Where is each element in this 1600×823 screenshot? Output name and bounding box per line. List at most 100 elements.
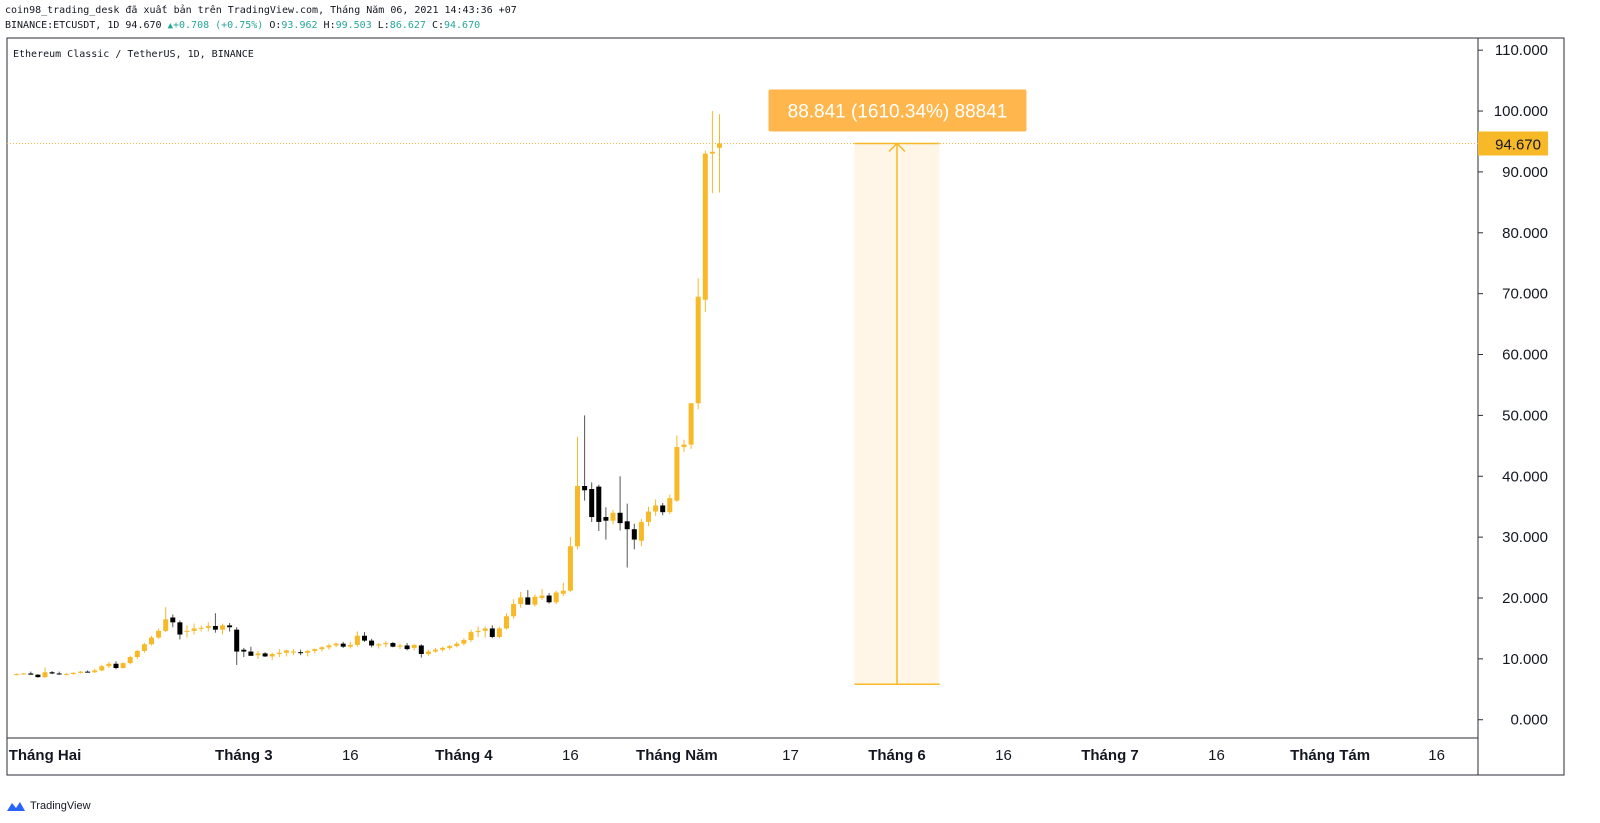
candle-body xyxy=(70,672,76,675)
candle-body xyxy=(638,521,644,541)
candle-body xyxy=(305,650,311,653)
price-tick-label: 70.000 xyxy=(1502,286,1548,303)
measure-label-box xyxy=(768,89,1027,132)
last-price-tag xyxy=(1478,131,1548,156)
last-price-label: 94.670 xyxy=(1495,136,1541,153)
candle-body xyxy=(411,644,417,648)
candle-body xyxy=(603,517,609,521)
measure-arrow-head xyxy=(888,142,906,153)
candle-body xyxy=(63,674,69,676)
time-tick-label: 17 xyxy=(782,747,799,764)
candle-body xyxy=(212,626,218,630)
candle-body xyxy=(525,597,531,605)
time-axis-labels: Tháng Hai Tháng 3 16 Tháng 4 16 Tháng Năm 17 Th… xyxy=(9,747,1445,764)
candle-body xyxy=(340,643,346,647)
time-tick-label: 16 xyxy=(995,747,1012,764)
candle-body xyxy=(447,646,453,648)
measure-zone-group[interactable] xyxy=(854,142,940,686)
candle-body xyxy=(134,650,140,658)
candle-body xyxy=(383,643,389,645)
candle-body xyxy=(681,444,687,448)
candle-body xyxy=(418,645,424,654)
time-tick-label: 16 xyxy=(562,747,579,764)
candle-body xyxy=(319,647,325,650)
price-tick-label: 0.000 xyxy=(1510,712,1548,729)
candle-body xyxy=(624,521,630,530)
candle-body xyxy=(404,645,410,650)
candle-body xyxy=(276,652,282,654)
candle-body xyxy=(333,643,339,646)
candle-body xyxy=(489,628,495,637)
candle-body xyxy=(198,627,204,629)
candle-body xyxy=(78,671,83,673)
price-tick-label: 100.000 xyxy=(1494,103,1548,120)
candle-body xyxy=(425,651,431,654)
candle-body xyxy=(369,640,375,646)
candle-body xyxy=(262,653,268,657)
candle-body xyxy=(49,672,55,674)
candle-body xyxy=(582,486,588,491)
candle-body xyxy=(532,596,538,605)
candle-body xyxy=(376,644,382,646)
price-tick-label: 30.000 xyxy=(1502,529,1548,546)
candle-body xyxy=(354,635,360,645)
candle-body xyxy=(461,640,467,644)
time-tick-label: Tháng Tám xyxy=(1290,747,1370,764)
candle-body xyxy=(440,647,446,650)
footer-brand: TradingView xyxy=(30,800,91,812)
candle-body xyxy=(163,619,169,631)
candle-body xyxy=(149,637,154,645)
candles-group xyxy=(14,111,722,678)
price-tick-label: 10.000 xyxy=(1502,651,1548,668)
footer: TradingView xyxy=(6,800,91,812)
candle-body xyxy=(667,498,673,513)
candle-body xyxy=(653,505,659,512)
price-tick-label: 60.000 xyxy=(1502,347,1548,364)
candle-body xyxy=(688,403,694,445)
candle-body xyxy=(468,632,474,640)
candle-body xyxy=(191,628,197,631)
candle-body xyxy=(56,673,62,675)
time-tick-label: Tháng 4 xyxy=(435,747,493,764)
candle-body xyxy=(674,447,680,501)
price-tick-label: 110.000 xyxy=(1495,42,1548,59)
candle-body xyxy=(596,486,602,522)
candle-body xyxy=(717,143,722,148)
candle-body xyxy=(589,489,595,518)
candle-body xyxy=(205,626,211,628)
candle-body xyxy=(475,630,481,633)
candle-body xyxy=(546,595,552,603)
candle-body xyxy=(106,663,112,667)
candle-body xyxy=(113,663,119,668)
close-value: 94.670 xyxy=(444,20,481,31)
low-value: 86.627 xyxy=(389,20,426,31)
candle-body xyxy=(92,670,98,673)
candle-body xyxy=(255,653,261,656)
price-tick-label: 90.000 xyxy=(1502,164,1548,181)
candle-body xyxy=(482,628,488,631)
candle-body xyxy=(14,674,20,676)
low-label: L: xyxy=(377,20,390,31)
candle-body xyxy=(42,672,48,678)
candle-body xyxy=(241,649,247,652)
candle-body xyxy=(617,512,623,524)
candle-body xyxy=(504,616,509,629)
candle-body xyxy=(518,597,524,605)
candle-body xyxy=(21,673,27,675)
candle-body xyxy=(177,622,183,635)
candle-body xyxy=(99,666,105,671)
candle-body xyxy=(35,674,41,678)
time-tick-label: Tháng 7 xyxy=(1081,747,1139,764)
measure-label: 88.841 (1610.34%) 88841 xyxy=(788,101,1008,122)
price-tick-label: 40.000 xyxy=(1502,468,1548,485)
time-tick-label: 16 xyxy=(342,747,359,764)
candle-body xyxy=(660,505,666,513)
close-label: C: xyxy=(431,20,444,31)
open-value: 93.962 xyxy=(281,20,318,31)
candle-body xyxy=(298,652,304,654)
candle-body xyxy=(170,617,176,623)
chart-title: Ethereum Classic / TetherUS, 1D, BINANCE xyxy=(13,49,254,60)
candle-body xyxy=(156,630,162,638)
candle-body xyxy=(702,153,708,300)
